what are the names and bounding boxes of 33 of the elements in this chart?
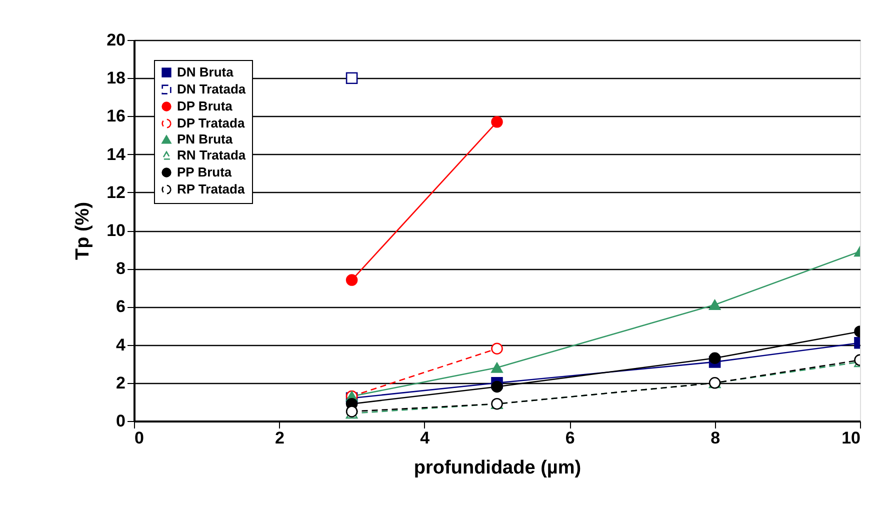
- y-tick-label: 20: [106, 30, 126, 50]
- point: [491, 342, 503, 354]
- point: [491, 362, 503, 373]
- y-tick-label: 2: [116, 373, 126, 392]
- x-tick-label: 6: [565, 428, 575, 448]
- point: [491, 380, 503, 393]
- y-tick-label: 10: [106, 221, 126, 240]
- legend-label: PN Bruta: [177, 132, 234, 146]
- legend-label: RP Tratada: [177, 182, 246, 196]
- legend-label: DN Bruta: [177, 64, 234, 80]
- y-axis-title: Tp (%): [72, 202, 94, 260]
- legend-label: DP Tratada: [177, 116, 246, 130]
- legend-label: DN Tratada: [177, 82, 246, 96]
- point: [346, 72, 358, 84]
- y-tick-label: 18: [106, 68, 126, 88]
- y-tick-label: 12: [106, 182, 126, 202]
- legend-label: RN Tratada: [177, 148, 246, 162]
- point: [491, 116, 503, 128]
- legend-label: DP Bruta: [177, 98, 234, 114]
- x-tick-label: 2: [274, 428, 284, 448]
- x-axis-title: profundidade (µm): [414, 458, 582, 478]
- y-tick-label: 16: [106, 106, 126, 126]
- y-tick-label: 14: [106, 144, 126, 164]
- x-tick-label: 4: [420, 428, 430, 448]
- y-tick-label: 6: [116, 297, 126, 316]
- legend-label: PP Bruta: [177, 164, 232, 180]
- y-tick-label: 4: [116, 335, 126, 354]
- x-tick-label: 10: [842, 428, 860, 448]
- x-tick-label: 8: [710, 428, 720, 448]
- x-tick-label: 0: [134, 428, 144, 448]
- y-tick-label: 0: [116, 412, 126, 430]
- y-tick-label: 8: [116, 259, 126, 278]
- point: [346, 274, 358, 286]
